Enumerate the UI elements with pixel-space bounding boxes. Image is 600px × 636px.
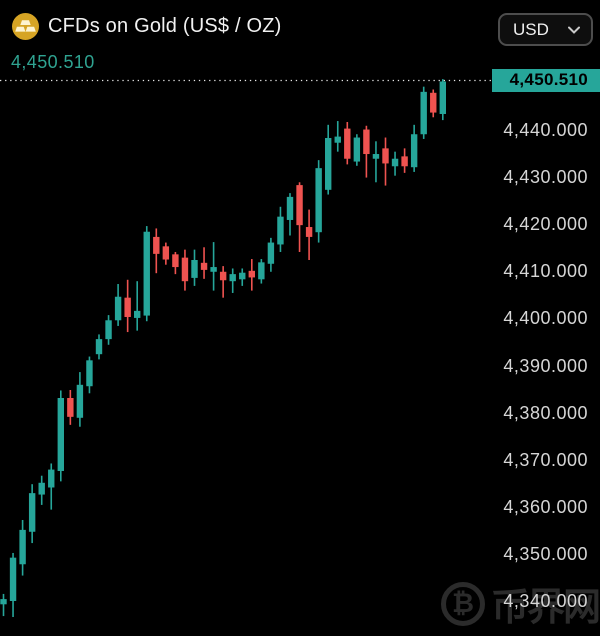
current-price-badge: 4,450.510 xyxy=(492,68,600,92)
price-tick-label: 4,440.000 xyxy=(503,120,588,140)
candle-body xyxy=(200,262,208,270)
candle-body xyxy=(267,242,275,264)
candle-body xyxy=(353,137,361,162)
candle-body xyxy=(315,168,322,233)
price-tick-label: 4,390.000 xyxy=(503,355,588,376)
candle-body xyxy=(28,493,36,532)
candle-body xyxy=(105,320,112,340)
candle-wick xyxy=(2,593,5,617)
candle-wick xyxy=(222,266,224,298)
candle-body xyxy=(114,296,122,321)
candle-body xyxy=(410,134,418,168)
currency-value: USD xyxy=(513,19,549,39)
currency-selector[interactable]: USD xyxy=(498,13,593,46)
candle-body xyxy=(0,599,7,605)
candle-body xyxy=(391,158,399,167)
candle-body xyxy=(95,339,103,355)
instrument-title: CFDs on Gold (US$ / OZ) xyxy=(48,15,282,37)
candle-body xyxy=(305,227,313,237)
candle-body xyxy=(439,81,446,114)
watermark-text: 币界网 xyxy=(491,587,600,629)
candle-body xyxy=(382,148,389,164)
chevron-down-icon xyxy=(568,26,580,34)
candle-body xyxy=(19,529,26,565)
candle-body xyxy=(363,129,370,155)
candle-body xyxy=(9,557,17,601)
candle-body xyxy=(143,231,150,316)
candle-body xyxy=(134,310,141,318)
candle-body xyxy=(430,92,437,113)
candle-body xyxy=(420,91,427,135)
candle-body xyxy=(296,185,303,226)
candle-body xyxy=(334,136,341,143)
watermark: ₿ 币界网 xyxy=(441,576,600,631)
instrument[interactable]: CFDs on Gold (US$ / OZ) xyxy=(12,13,282,40)
candle-body xyxy=(48,469,55,488)
candle-body xyxy=(248,270,255,278)
candle-body xyxy=(277,216,284,245)
price-tick-label: 4,340.000 xyxy=(503,591,588,611)
price-tick-label: 4,410.000 xyxy=(503,261,588,282)
price-tick-label: 4,400.000 xyxy=(503,308,588,329)
candle-body xyxy=(210,267,217,272)
candle-body xyxy=(76,384,84,418)
price-tick-label: 4,420.000 xyxy=(503,214,588,235)
candle-body xyxy=(325,138,332,190)
candle-body xyxy=(86,360,93,387)
candle-body xyxy=(191,259,198,278)
price-tick-label: 4,430.000 xyxy=(503,167,588,188)
candle-body xyxy=(162,246,170,260)
price-tick-label: 4,380.000 xyxy=(503,402,588,423)
chart-header: CFDs on Gold (US$ / OZ) USD xyxy=(0,0,600,58)
candle-body xyxy=(239,272,246,280)
candle-wick xyxy=(336,121,339,152)
bitcoin-icon: ₿ xyxy=(441,581,485,626)
price-tick-label: 4,350.000 xyxy=(503,543,588,564)
price-tick-label: 4,360.000 xyxy=(503,496,588,517)
candle-body xyxy=(258,262,265,280)
candle-body xyxy=(401,156,408,167)
candle-body xyxy=(219,271,227,281)
candle-wick xyxy=(136,281,138,331)
price-tick-label: 4,370.000 xyxy=(503,449,588,470)
candle-body xyxy=(372,154,380,159)
candle-body xyxy=(344,128,351,159)
candle-body xyxy=(172,254,179,268)
last-price-label: 4,450.510 xyxy=(11,52,95,72)
candle-body xyxy=(57,397,64,472)
candle-body xyxy=(67,397,74,417)
candle-body xyxy=(181,257,189,282)
candle-body xyxy=(38,482,45,495)
candle-body xyxy=(124,297,131,317)
gold-bars-icon xyxy=(12,13,39,40)
candle-wick xyxy=(212,242,215,291)
candle-body xyxy=(286,196,294,220)
candle-body xyxy=(153,236,160,254)
candle-wick xyxy=(375,141,377,183)
candle-body xyxy=(229,274,236,282)
